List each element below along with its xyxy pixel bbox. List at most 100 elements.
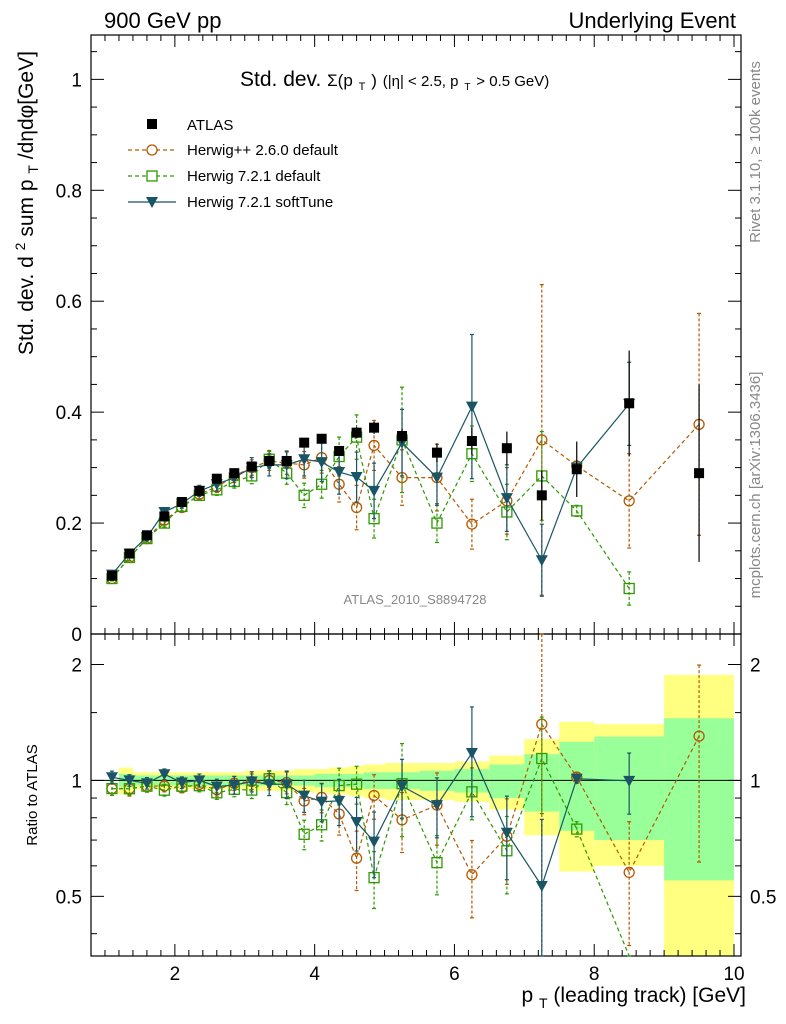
- legend-marker-atlas: [147, 119, 157, 129]
- y-tick-label-main: 0.4: [56, 403, 83, 424]
- atlas-point: [536, 490, 547, 501]
- softtune-point: [315, 796, 328, 808]
- softtune-point: [298, 454, 311, 466]
- atlas-point: [194, 485, 205, 496]
- atlas-point: [281, 455, 292, 466]
- herwigpp-point: [350, 852, 363, 864]
- softtune-point: [500, 827, 513, 839]
- y-tick-label-ratio-left: 2: [71, 655, 82, 676]
- softtune-point: [368, 836, 381, 848]
- y-tick-label-ratio-right: 2: [750, 655, 761, 676]
- title-sigma-sub: T: [359, 81, 366, 93]
- herwig721-point: [298, 489, 310, 501]
- softtune-point: [430, 800, 443, 812]
- herwigpp-point: [368, 789, 380, 802]
- legend-marker-softtune: [146, 197, 158, 208]
- softtune-point: [140, 778, 153, 790]
- xlabel-b: (leading track) [GeV]: [553, 984, 746, 1007]
- atlas-point: [176, 496, 187, 507]
- herwigpp-point: [368, 439, 380, 452]
- atlas-point: [264, 455, 275, 466]
- softtune-point: [333, 467, 346, 479]
- title-main: Std. dev.: [240, 68, 321, 91]
- atlas-point: [571, 464, 582, 475]
- herwig721-line: [111, 757, 630, 957]
- softtune-point: [263, 779, 276, 791]
- legend-label-softtune: Herwig 7.2.1 softTune: [187, 194, 333, 211]
- x-tick-label: 4: [309, 964, 320, 985]
- main-plot-area: 0 0.2 0.4 0.6 0.8 1: [56, 34, 742, 646]
- y-tick-label-main: 0.2: [56, 514, 82, 535]
- herwig721-point: [536, 752, 548, 765]
- ratio-y-axis-label: Ratio to ATLAS: [24, 744, 41, 845]
- atlas-point: [351, 427, 362, 438]
- atlas-point: [299, 437, 310, 448]
- watermark: ATLAS_2010_S8894728: [344, 592, 487, 607]
- herwigpp-point: [536, 434, 548, 446]
- y-tick-label-ratio-left: 0.5: [56, 887, 82, 908]
- mcplots-label: mcplots.cern.ch [arXiv:1306.3436]: [747, 372, 764, 599]
- atlas-point: [141, 530, 152, 541]
- chart-title: Std. dev. Σ(p T ) (|η| < 2.5, p T > 0.5 …: [240, 68, 549, 95]
- herwig721-point: [350, 778, 363, 790]
- softtune-point: [500, 493, 513, 505]
- legend: ATLAS Herwig++ 2.6.0 default Herwig 7.2.…: [128, 117, 339, 211]
- ratio-plot-area: 2 4 6 8 10 0.5 0.5 1 1 2 2: [56, 633, 776, 985]
- header-right: Underlying Event: [568, 8, 736, 33]
- herwig721-point: [623, 582, 635, 595]
- y-tick-label-ratio-right: 1: [750, 771, 761, 792]
- softtune-point: [350, 817, 363, 829]
- atlas-point: [369, 422, 380, 433]
- softtune-point: [465, 747, 478, 759]
- atlas-point: [431, 447, 442, 458]
- softtune-point: [465, 401, 478, 413]
- softtune-point: [158, 769, 171, 781]
- legend-label-herwigpp: Herwig++ 2.6.0 default: [187, 142, 339, 159]
- atlas-point: [466, 435, 477, 446]
- softtune-point: [368, 485, 381, 497]
- legend-marker-herwigpp: [146, 144, 158, 156]
- atlas-point: [624, 398, 635, 409]
- softtune-point: [210, 781, 223, 793]
- atlas-point: [124, 548, 135, 559]
- softtune-point: [193, 775, 206, 787]
- ylabel-sub: T: [25, 165, 41, 174]
- legend-entry-softtune: Herwig 7.2.1 softTune: [128, 194, 333, 211]
- ylabel-sup: 2: [12, 242, 28, 250]
- atlas-point: [694, 468, 705, 479]
- y-tick-label-main: 0.6: [56, 292, 82, 313]
- herwigpp-point: [693, 730, 705, 742]
- herwigpp-point: [466, 518, 478, 530]
- x-axis-label: p T (leading track) [GeV]: [521, 984, 746, 1013]
- atlas-point: [397, 430, 408, 441]
- atlas-point: [229, 468, 240, 479]
- softtune-point: [315, 457, 328, 469]
- legend-marker-herwig721: [146, 170, 158, 182]
- y-tick-label-ratio-right: 0.5: [750, 887, 776, 908]
- softtune-point: [350, 472, 363, 484]
- softtune-point: [535, 555, 548, 567]
- atlas-point: [106, 570, 117, 581]
- herwigpp-line: [111, 423, 700, 579]
- herwig721-line: [111, 435, 630, 589]
- softtune-point: [623, 775, 636, 787]
- herwigpp-point: [466, 869, 478, 881]
- atlas-point: [316, 433, 327, 444]
- atlas-point: [334, 445, 345, 456]
- herwig721-point: [571, 823, 583, 835]
- softtune-point: [570, 773, 583, 785]
- title-cond-b: > 0.5 GeV): [476, 73, 549, 90]
- ylabel-c: /dηdφ[GeV]: [15, 51, 38, 159]
- y-axis-label: Std. dev. d 2 sum p T /dηdφ[GeV]: [7, 51, 43, 355]
- ratio-plot-frame: [90, 633, 742, 957]
- y-tick-label-main: 1: [71, 70, 82, 91]
- ratio-band-green: [489, 764, 525, 799]
- softtune-point: [105, 772, 118, 784]
- rivet-label: Rivet 3.1.10, ≥ 100k events: [747, 61, 764, 243]
- x-tick-label: 6: [449, 964, 460, 985]
- softtune-point: [333, 795, 346, 807]
- herwig721-point: [571, 505, 583, 517]
- herwigpp-point: [623, 495, 635, 507]
- atlas-point: [246, 461, 257, 472]
- legend-entry-atlas: ATLAS: [147, 117, 233, 134]
